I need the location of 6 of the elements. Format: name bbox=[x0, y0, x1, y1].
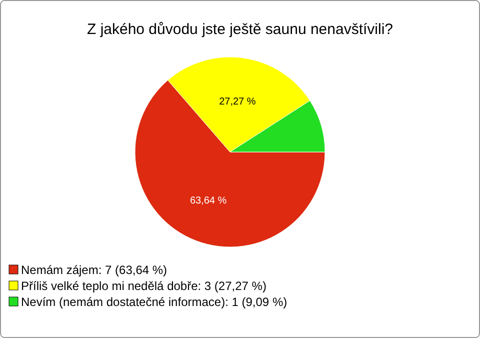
chart-title: Z jakého důvodu jste ještě saunu nenavštívili? bbox=[86, 21, 394, 38]
data-label: 27,27 % bbox=[219, 96, 256, 108]
data-label: 63,64 % bbox=[190, 196, 227, 207]
legend-label: Nevím (nemám dostatečné informace): 1 (9,09 %) bbox=[21, 295, 288, 309]
legend-label: Nemám zájem: 7 (63,64 %) bbox=[21, 263, 168, 277]
legend-label: Příliš velké teplo mi nedělá dobře: 3 (27,27 %) bbox=[21, 279, 266, 293]
